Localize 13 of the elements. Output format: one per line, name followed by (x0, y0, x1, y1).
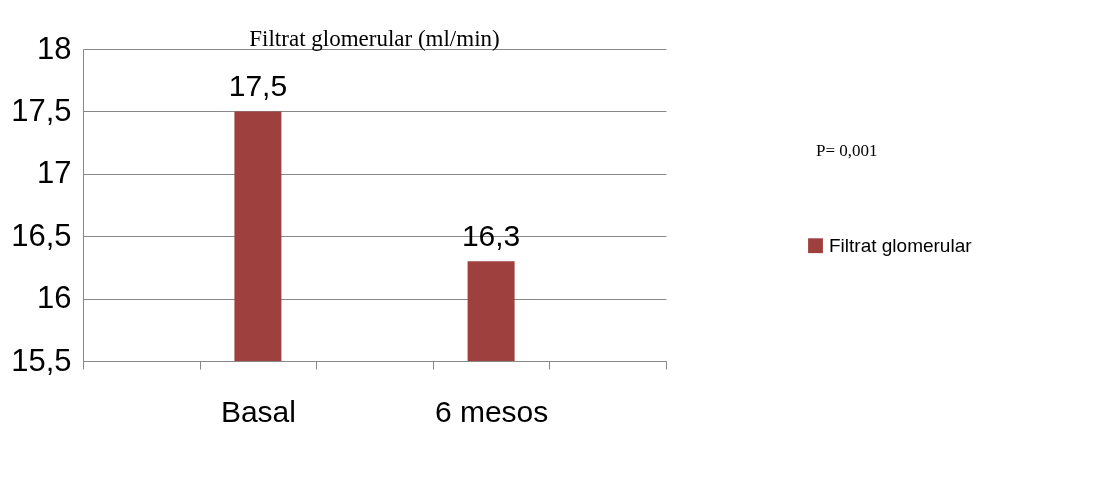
x-tick-label: Basal (220, 394, 296, 428)
y-tick-label: 16 (37, 280, 72, 316)
y-tick-label: 17,5 (11, 92, 72, 128)
legend-label: Filtrat glomerular (829, 234, 973, 256)
x-tick-label: 6 mesos (434, 394, 549, 428)
text: P= 0,001 (816, 141, 878, 160)
chart-title: Filtrat glomerular (ml/min) (249, 26, 500, 51)
text: 16,3 (461, 219, 521, 253)
y-tick-label: 16,5 (11, 217, 72, 253)
y-tick-label: 17 (37, 155, 72, 191)
y-tick-label: 18 (37, 30, 72, 66)
y-tick-label: 15,5 (11, 342, 72, 378)
text: 17,5 (228, 69, 288, 103)
